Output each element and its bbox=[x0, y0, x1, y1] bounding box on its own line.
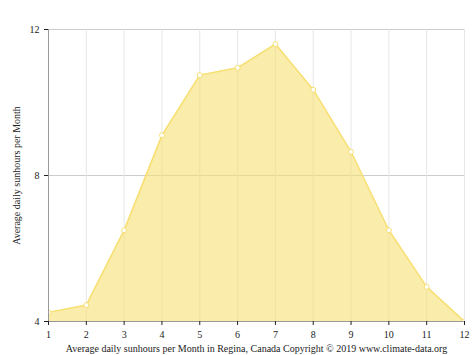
svg-text:1: 1 bbox=[46, 329, 51, 340]
svg-text:9: 9 bbox=[349, 329, 354, 340]
svg-text:3: 3 bbox=[122, 329, 127, 340]
svg-text:8: 8 bbox=[35, 170, 40, 181]
svg-text:7: 7 bbox=[273, 329, 278, 340]
svg-text:5: 5 bbox=[197, 329, 202, 340]
svg-text:Average daily sunhours per Mon: Average daily sunhours per Month in Regi… bbox=[66, 343, 448, 354]
svg-text:2: 2 bbox=[84, 329, 89, 340]
svg-text:12: 12 bbox=[460, 329, 470, 340]
svg-text:6: 6 bbox=[235, 329, 240, 340]
svg-text:Average daily sunhours per Mon: Average daily sunhours per Month bbox=[11, 106, 22, 245]
svg-text:8: 8 bbox=[311, 329, 316, 340]
svg-text:11: 11 bbox=[422, 329, 432, 340]
svg-text:4: 4 bbox=[159, 329, 164, 340]
svg-text:10: 10 bbox=[384, 329, 394, 340]
svg-text:12: 12 bbox=[30, 24, 40, 35]
svg-text:4: 4 bbox=[35, 316, 40, 327]
